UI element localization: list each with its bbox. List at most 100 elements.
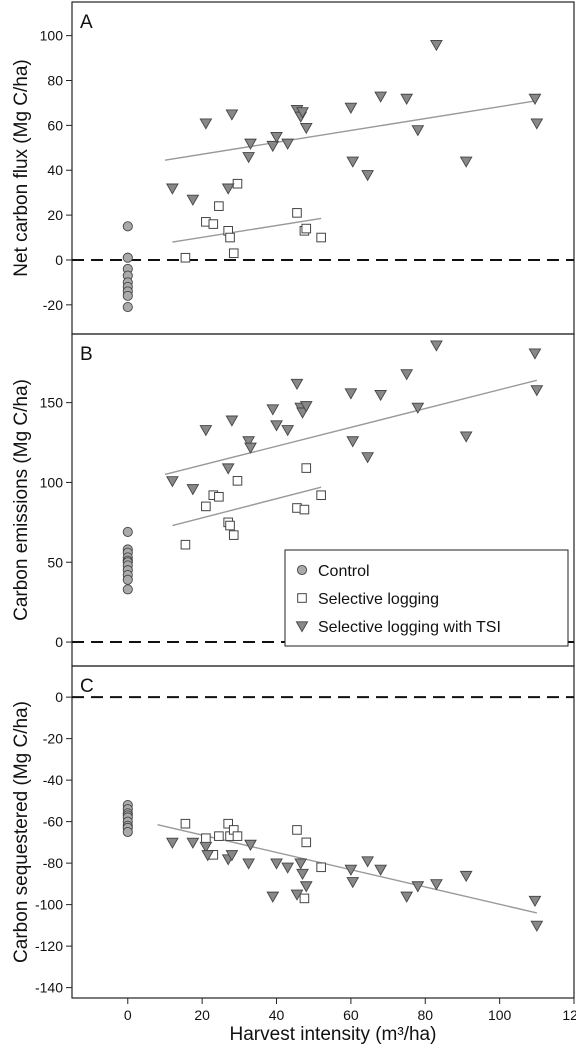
legend: Control Selective logging Selective loggin… [284,549,569,647]
tsi-point [361,452,374,464]
selective-logging-point [225,520,235,531]
tsi-point [411,881,425,893]
tsi-point [199,118,213,130]
tsi-point [294,858,308,870]
tsi-point [266,404,280,416]
selective-logging-point [299,893,310,904]
selective-logging-point [208,219,219,229]
y-tick-label: -20 [43,731,63,747]
control-point [122,526,133,537]
regression-line [164,379,537,476]
panel-letter: B [80,344,93,365]
control-point [122,290,133,301]
x-tick-label: 40 [269,1007,285,1023]
panel-letter: C [80,676,94,697]
tsi-point [201,850,215,862]
y-tick-label: 80 [47,73,63,89]
y-tick-label: -140 [35,980,63,996]
y-tick-label: 40 [47,162,63,178]
tsi-point [244,442,257,454]
selective-logging-point [292,825,302,835]
tsi-point [270,420,283,432]
tsi-point [430,39,443,52]
y-tick-label: 0 [55,252,63,268]
selective-logging-point [301,837,312,848]
selective-logging-point [232,476,243,486]
y-tick-label: -120 [35,938,63,954]
chart-layer: A -20 0 20 40 60 80 100 Net carbon flux (Mg C/ha… [11,1,576,1045]
tsi-point [299,122,313,135]
selective-logging-point [180,252,191,263]
panel-c: C -140 -120 -100 -80 -60 -40 -20 0 Carbon sequest… [11,665,575,999]
tsi-point [166,837,179,849]
selective-logging-point [301,223,312,234]
tsi-point [242,436,256,448]
tsi-point [270,858,283,870]
y-tick-label: -20 [43,297,63,313]
control-point [122,221,133,232]
tsi-point [459,870,473,883]
y-axis-title: Carbon emissions (Mg C/ha) [11,379,32,621]
tsi-point [374,91,388,103]
tsi-point [528,93,542,105]
tsi-point [186,837,200,849]
tsi-point [290,378,304,390]
tsi-point [344,388,358,400]
tsi-point [400,891,414,903]
tsi-point [296,868,309,881]
panel-letter: A [80,12,93,33]
selective-logging-point [214,201,224,211]
legend-label: Control [318,563,370,580]
tsi-point [199,425,213,437]
y-tick-label: 20 [47,207,63,223]
tsi-point [290,889,304,901]
y-axis-title: Carbon sequestered (Mg C/ha) [11,701,32,963]
tsi-point [411,125,425,137]
panel-frame [71,1,575,335]
selective-logging-point [214,831,224,841]
tsi-point [221,183,235,195]
tsi-point [459,431,473,443]
tsi-point [225,415,239,427]
tsi-point [221,463,235,475]
tsi-point [374,390,388,402]
selective-logging-point [225,232,235,243]
tsi-point [530,118,544,130]
selective-logging-point [214,492,224,502]
selective-logging-point [232,831,243,841]
regression-line [172,217,322,243]
selective-logging-point [301,463,312,473]
selective-logging-point [180,539,191,550]
tsi-point [299,881,313,893]
tsi-point [166,476,179,488]
x-tick-label: 60 [343,1007,359,1023]
legend-label: Selective logging [318,591,439,608]
y-tick-label: -60 [43,814,63,830]
tsi-point [266,140,280,153]
selective-logging-point [180,818,191,829]
tsi-point [244,839,257,851]
tsi-point [344,102,358,114]
tsi-point [346,156,360,168]
selective-logging-point [299,504,310,515]
control-point [122,302,133,313]
panel-a: A -20 0 20 40 60 80 100 Net carbon flux (Mg C/ha… [11,1,575,335]
regression-line [172,486,322,527]
tsi-point [266,891,280,903]
tsi-point [299,401,313,413]
selective-logging-point [201,501,211,512]
tsi-point [242,858,256,870]
tsi-point [186,194,200,206]
tsi-point [528,895,542,907]
x-axis-title: Harvest intensity (m³/ha) [230,1024,437,1045]
y-axis-title: Net carbon flux (Mg C/ha) [11,59,32,277]
selective-logging-point [223,818,233,829]
selective-logging-point [316,232,326,243]
tsi-point [270,131,283,144]
selective-logging-point [228,530,239,540]
tsi-point [530,385,544,397]
panel-b: B 0 50 100 150 Carbon emissions (Mg C/ha) Cont… [11,333,575,667]
y-tick-label: 50 [47,554,63,570]
control-point [122,252,133,263]
